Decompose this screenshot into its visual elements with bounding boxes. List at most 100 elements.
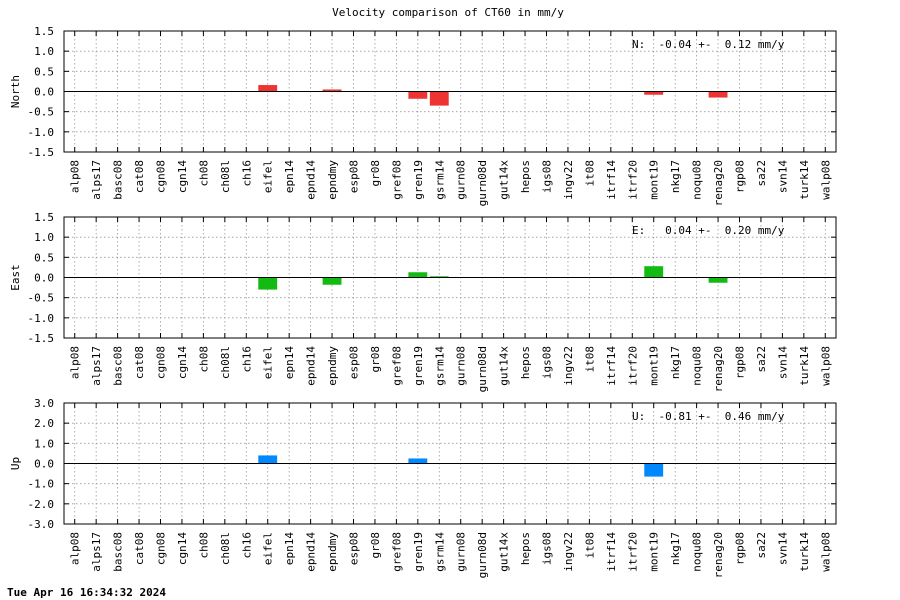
panel2-xtick-label-epndmy: epndmy [326, 346, 339, 386]
panel3-xtick-label-eifel: eifel [262, 532, 275, 565]
panel2-xtick-label-gurn08: gurn08 [455, 346, 468, 386]
panel2-xtick-label-it08: it08 [583, 346, 596, 373]
panel2-xtick-label-alp08: alp08 [69, 346, 82, 379]
panel3-ylabel: Up [9, 457, 22, 470]
panel1-xtick-label-noqu08: noqu08 [691, 160, 704, 200]
panel2-xtick-label-walp08: walp08 [819, 346, 832, 386]
panel2-bar-gsrm14 [429, 276, 449, 278]
panel3-xtick-label-walp08: walp08 [819, 532, 832, 572]
panel1-xtick-label-igs08: igs08 [541, 160, 554, 193]
panel2-bar-epndmy [322, 277, 342, 285]
panel3-xtick-label-gurn08d: gurn08d [476, 532, 489, 578]
panel3-xtick-label-cgn08: cgn08 [155, 532, 168, 565]
panel2-xtick-label-cat08: cat08 [133, 346, 146, 379]
panel3-xtick-label-igs08: igs08 [541, 532, 554, 565]
panel3-xtick-label-gsrm14: gsrm14 [433, 532, 446, 572]
panel2-xtick-label-gsrm14: gsrm14 [433, 346, 446, 386]
panel3-xtick-label-cat08: cat08 [133, 532, 146, 565]
panel2-bar-gren19 [408, 272, 428, 278]
panel3-bar-eifel [258, 455, 278, 464]
panel2-xtick-label-basc08: basc08 [112, 346, 125, 386]
panel3-xtick-label-epndmy: epndmy [326, 532, 339, 572]
panel1-xtick-label-mont19: mont19 [648, 160, 661, 200]
panel2-xtick-label-ch08: ch08 [197, 346, 210, 373]
panel2-xtick-label-itrf20: itrf20 [626, 346, 639, 386]
panel3-xtick-label-ch16: ch16 [240, 532, 253, 559]
panel1-ytick-label: -1.0 [28, 126, 55, 139]
panel1-bar-epndmy [322, 89, 342, 92]
panel1-xtick-label-gren19: gren19 [412, 160, 425, 200]
panel1-xtick-label-sa22: sa22 [755, 160, 768, 187]
panel1-bar-gren19 [408, 91, 428, 99]
panel1-xtick-label-walp08: walp08 [819, 160, 832, 200]
panel3-xtick-label-gr08: gr08 [369, 532, 382, 559]
timestamp-footer: Tue Apr 16 16:34:32 2024 [7, 586, 166, 599]
panel2-ytick-label: 0.0 [34, 272, 54, 285]
panel2-xtick-label-epnd14: epnd14 [305, 346, 318, 386]
panel2-xtick-label-ingv22: ingv22 [562, 346, 575, 386]
panel1-ytick-label: -1.5 [28, 146, 55, 159]
panel2-ytick-label: 1.0 [34, 231, 54, 244]
panel1-bar-gsrm14 [429, 91, 449, 106]
panel3-xtick-label-gut14x: gut14x [498, 532, 511, 572]
panel2-xtick-label-ch08l: ch08l [219, 346, 232, 379]
panel3-stat-annotation: U: -0.81 +- 0.46 mm/y [632, 410, 785, 423]
panel1-xtick-label-gurn08: gurn08 [455, 160, 468, 200]
panel1-xtick-label-epndmy: epndmy [326, 160, 339, 200]
panel3-ytick-label: 3.0 [34, 397, 54, 410]
panel3-xtick-label-nkg17: nkg17 [669, 532, 682, 565]
panel1-xtick-label-rgp08: rgp08 [734, 160, 747, 193]
panel1-xtick-label-renag20: renag20 [712, 160, 725, 206]
panel3-xtick-label-itrf20: itrf20 [626, 532, 639, 572]
panel1-xtick-label-turk14: turk14 [798, 160, 811, 200]
panel2-xtick-label-itrf14: itrf14 [605, 346, 618, 386]
panel1-xtick-label-alp08: alp08 [69, 160, 82, 193]
panel2-xtick-label-epn14: epn14 [283, 346, 296, 379]
panel3-xtick-label-it08: it08 [583, 532, 596, 559]
panel1-ytick-label: 1.0 [34, 45, 54, 58]
panel2-xtick-label-mont19: mont19 [648, 346, 661, 386]
panel2-stat-annotation: E: 0.04 +- 0.20 mm/y [632, 224, 785, 237]
panel3-xtick-label-turk14: turk14 [798, 532, 811, 572]
panel2-xtick-label-cgn14: cgn14 [176, 346, 189, 379]
panel2-xtick-label-ch16: ch16 [240, 346, 253, 373]
panel2-xtick-label-nkg17: nkg17 [669, 346, 682, 379]
panel1-xtick-label-itrf14: itrf14 [605, 160, 618, 200]
panel1-xtick-label-epnd14: epnd14 [305, 160, 318, 200]
panel3-xtick-label-epnd14: epnd14 [305, 532, 318, 572]
panel2-xtick-label-alps17: alps17 [90, 346, 103, 386]
panel2-xtick-label-sa22: sa22 [755, 346, 768, 373]
panel2-bar-eifel [258, 277, 278, 290]
panel3-xtick-label-renag20: renag20 [712, 532, 725, 578]
panel2-xtick-label-gref08: gref08 [390, 346, 403, 386]
panel2-bar-renag20 [708, 277, 728, 283]
panel3-xtick-label-ingv22: ingv22 [562, 532, 575, 572]
panel3-xtick-label-mont19: mont19 [648, 532, 661, 572]
panel3-ytick-label: -1.0 [28, 478, 55, 491]
panel1-ytick-label: -0.5 [28, 106, 55, 119]
panel3-xtick-label-gref08: gref08 [390, 532, 403, 572]
panel1-frame [63, 30, 837, 153]
panel3-xtick-label-gren19: gren19 [412, 532, 425, 572]
panel1-xtick-label-cat08: cat08 [133, 160, 146, 193]
panel1-bar-eifel [258, 85, 278, 92]
panel1-xtick-label-eifel: eifel [262, 160, 275, 193]
panel3-xtick-label-ch08l: ch08l [219, 532, 232, 565]
panel2-xtick-label-eifel: eifel [262, 346, 275, 379]
panel3-xtick-label-epn14: epn14 [283, 532, 296, 565]
panel1-xtick-label-gurn08d: gurn08d [476, 160, 489, 206]
panel2-xtick-label-gren19: gren19 [412, 346, 425, 386]
panel1-ytick-label: 1.5 [34, 25, 54, 38]
panel1-xtick-label-ch08: ch08 [197, 160, 210, 187]
panel1-xtick-label-alps17: alps17 [90, 160, 103, 200]
panel3-xtick-label-cgn14: cgn14 [176, 532, 189, 565]
panel1-xtick-label-nkg17: nkg17 [669, 160, 682, 193]
panel1-stat-annotation: N: -0.04 +- 0.12 mm/y [632, 38, 785, 51]
panel3-xtick-label-sa22: sa22 [755, 532, 768, 559]
chart-title: Velocity comparison of CT60 in mm/y [332, 6, 564, 19]
panel2-frame [63, 216, 837, 339]
panel2-xtick-label-rgp08: rgp08 [734, 346, 747, 379]
panel3-ytick-label: -3.0 [28, 518, 55, 531]
panel3-xtick-label-svn14: svn14 [776, 532, 789, 565]
